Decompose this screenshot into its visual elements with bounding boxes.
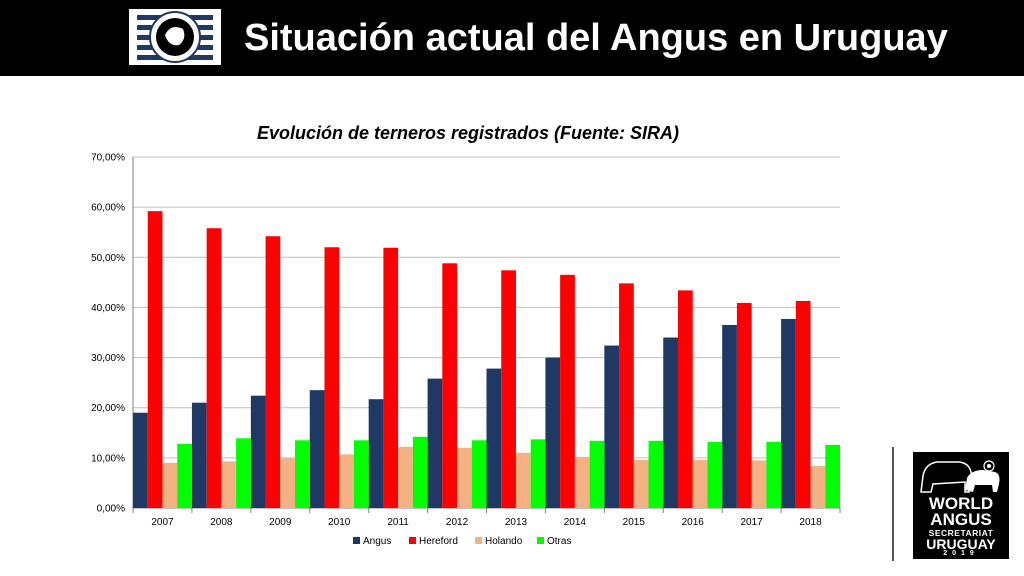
bar-hereford (736, 302, 752, 508)
x-tick-label: 2008 (210, 517, 233, 528)
x-tick-label: 2015 (623, 517, 646, 528)
bar-hereford (206, 228, 222, 508)
bar-angus (545, 357, 561, 508)
bar-hereford (501, 270, 516, 508)
legend-label: Otras (547, 536, 571, 547)
bar-hereford (265, 236, 281, 508)
bar-holando (280, 458, 296, 508)
bar-hereford (560, 274, 575, 508)
y-tick-label: 10,00% (91, 453, 125, 464)
bar-holando (692, 459, 708, 508)
bar-holando (810, 465, 826, 508)
x-tick-label: 2010 (328, 517, 351, 528)
bar-holando (574, 456, 590, 508)
bar-hereford (442, 263, 458, 508)
page-title: Situación actual del Angus en Uruguay (244, 17, 948, 59)
bar-otras (530, 439, 546, 508)
bar-otras (236, 438, 251, 508)
bar-otras (766, 441, 782, 508)
bar-hereford (324, 247, 340, 508)
y-tick-label: 50,00% (91, 253, 125, 264)
bar-hereford (795, 300, 811, 508)
bar-otras (825, 444, 840, 508)
bar-otras (471, 440, 487, 508)
bar-holando (751, 460, 767, 508)
world-angus-logo: WORLD ANGUS SECRETARIAT URUGUAY 2019 (913, 452, 1009, 559)
bar-otras (177, 443, 192, 508)
x-tick-label: 2013 (505, 517, 528, 528)
legend-swatch (537, 537, 544, 544)
legend-swatch (353, 537, 360, 544)
chart-title: Evolución de terneros registrados (Fuent… (257, 123, 679, 143)
bar-angus (486, 368, 502, 508)
bar-holando (633, 459, 649, 508)
bar-angus (368, 399, 384, 508)
bar-holando (398, 446, 413, 508)
brand-line-4: URUGUAY (926, 536, 996, 552)
y-tick-label: 70,00% (91, 153, 125, 164)
bar-angus (604, 345, 620, 508)
legend-swatch (409, 537, 416, 544)
bar-hereford (383, 247, 399, 508)
y-tick-label: 60,00% (91, 203, 125, 214)
brand-line-2: ANGUS (930, 510, 992, 529)
bar-angus (133, 412, 148, 508)
bar-holando (339, 454, 354, 508)
legend-label: Angus (363, 536, 391, 547)
bar-angus (191, 402, 207, 508)
bar-angus (722, 324, 737, 508)
bar-angus (781, 318, 796, 508)
brand-line-3: SECRETARIAT (928, 528, 994, 538)
header-bar: Situación actual del Angus en Uruguay (0, 0, 1024, 76)
bar-otras (295, 440, 310, 508)
brand-line-1: WORLD (928, 494, 994, 513)
x-tick-label: 2016 (682, 517, 705, 528)
x-tick-label: 2012 (446, 517, 469, 528)
angus-society-emblem-icon (137, 11, 213, 63)
brand-line-5: 2019 (943, 550, 979, 557)
y-tick-label: 0,00% (97, 504, 125, 515)
bars (133, 211, 840, 508)
bar-otras (412, 436, 428, 508)
cattle-silhouette-icon (920, 460, 1000, 493)
bar-hereford (147, 211, 163, 508)
x-tick-label: 2007 (151, 517, 174, 528)
bar-angus (309, 390, 325, 508)
bar-hereford (677, 290, 693, 508)
y-tick-label: 30,00% (91, 353, 125, 364)
bar-otras (707, 441, 723, 508)
y-tick-label: 20,00% (91, 403, 125, 414)
x-tick-label: 2014 (564, 517, 587, 528)
logo (129, 9, 221, 65)
bar-holando (457, 447, 472, 508)
bar-angus (427, 378, 443, 508)
x-tick-label: 2011 (387, 517, 409, 528)
legend-swatch (475, 537, 482, 544)
y-tick-label: 40,00% (91, 303, 125, 314)
bar-holando (162, 462, 178, 508)
y-axis: 0,00% 10,00% 20,00% 30,00% 40,00% 50,00% 60,00… (91, 153, 134, 515)
bar-otras (589, 440, 605, 508)
x-axis: 2007 2008 2009 2010 2011 2012 2013 2014 2015 2016… (132, 508, 841, 528)
legend: Angus Hereford Holando Otras (353, 536, 571, 547)
bar-holando (221, 461, 237, 508)
bar-angus (663, 337, 678, 508)
divider-line (892, 447, 894, 561)
x-tick-label: 2018 (799, 517, 822, 528)
x-tick-label: 2009 (269, 517, 292, 528)
bar-angus (250, 395, 266, 508)
bar-otras (648, 440, 664, 508)
bar-hereford (619, 283, 634, 508)
x-tick-label: 2017 (741, 517, 764, 528)
legend-label: Holando (485, 536, 523, 547)
bar-holando (515, 452, 531, 508)
legend-label: Hereford (419, 536, 458, 547)
bar-otras (353, 440, 369, 508)
